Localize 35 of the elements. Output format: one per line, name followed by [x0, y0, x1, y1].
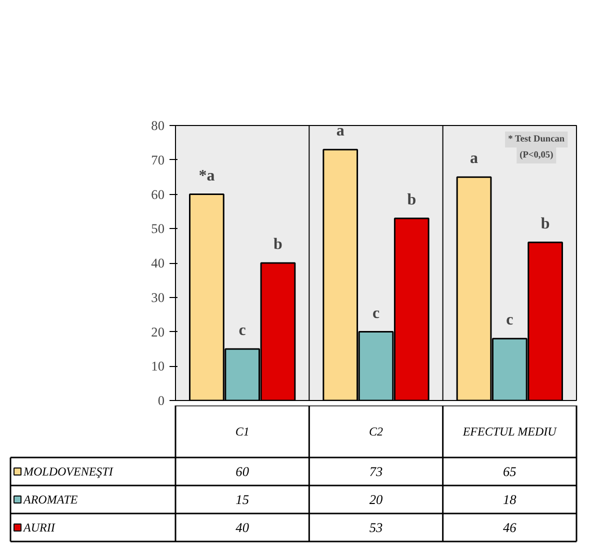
annotation: *a	[198, 167, 215, 184]
annotation: c	[506, 312, 514, 329]
annotation: b	[407, 191, 416, 208]
y-tick-label: 20	[151, 324, 165, 340]
data-label: 18	[503, 492, 517, 507]
data-label: 15	[236, 492, 250, 507]
y-tick-label: 50	[151, 221, 165, 236]
annotation: a	[336, 122, 344, 140]
legend-label: AROMATE	[22, 492, 78, 506]
data-label: 20	[369, 492, 383, 507]
legend-label: MOLDOVENEŞTI	[22, 464, 114, 478]
annotation: * Test Duncan	[508, 134, 566, 144]
data-label: 73	[369, 464, 383, 479]
y-tick-label: 10	[151, 358, 165, 374]
y-tick-label: 30	[151, 290, 165, 305]
x-tick-label: EFECTUL MEDIU	[462, 424, 558, 438]
annotation: b	[274, 236, 283, 253]
annotation: c	[372, 304, 380, 322]
data-label: 60	[236, 464, 250, 479]
data-label: 46	[503, 520, 517, 535]
annotation: (P<0,05)	[520, 150, 554, 160]
x-tick-label: C1	[235, 424, 250, 438]
annotation: b	[540, 215, 550, 232]
x-tick-label: C2	[369, 424, 384, 438]
annotation: c	[238, 322, 246, 339]
y-tick-label: 60	[151, 186, 165, 202]
y-tick-label: 70	[151, 152, 165, 168]
legend-label: AURII	[22, 520, 56, 534]
y-tick-label: 0	[158, 393, 165, 408]
y-tick-label: 80	[151, 118, 165, 133]
y-tick-label: 40	[151, 256, 165, 270]
data-label: 65	[503, 464, 517, 479]
data-label: 40	[236, 520, 250, 535]
data-label: 53	[369, 520, 383, 535]
annotation: a	[470, 150, 478, 168]
